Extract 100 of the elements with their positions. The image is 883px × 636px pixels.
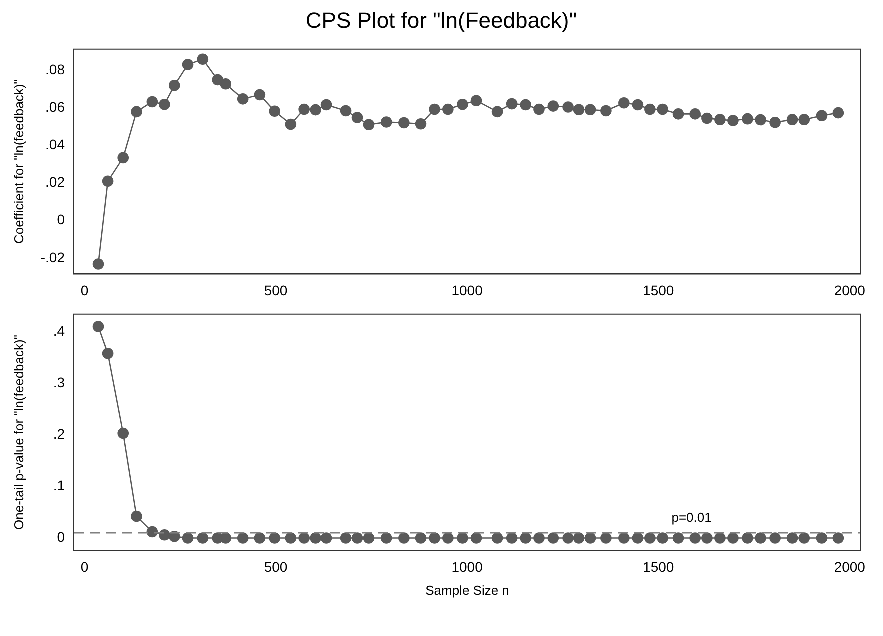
y-tick-label: 0 <box>57 529 66 546</box>
point <box>102 348 114 360</box>
point <box>269 106 281 118</box>
x-axis-title: Sample Size n <box>426 582 510 598</box>
point <box>457 98 468 110</box>
point <box>534 532 545 544</box>
point <box>755 532 766 544</box>
point <box>429 532 440 544</box>
point <box>562 102 574 113</box>
y-tick-label: .4 <box>53 322 66 339</box>
point <box>742 532 754 544</box>
point <box>770 116 781 128</box>
x-tick-label: 2000 <box>834 282 866 298</box>
x-tick-label: 2000 <box>834 558 866 575</box>
point <box>429 104 440 116</box>
y-tick-label: .3 <box>53 374 66 390</box>
point <box>159 529 170 541</box>
point <box>352 532 364 544</box>
point <box>562 532 574 544</box>
x-tick-label: 500 <box>264 282 288 298</box>
point <box>131 510 142 522</box>
point <box>600 532 612 544</box>
point <box>702 532 713 544</box>
point <box>584 104 596 116</box>
x-tick-label: 500 <box>264 558 288 575</box>
point <box>548 532 560 544</box>
point <box>118 152 130 164</box>
point <box>714 532 726 544</box>
point <box>770 532 781 544</box>
point <box>197 54 209 66</box>
point <box>380 532 392 544</box>
point <box>798 114 810 126</box>
y-tick-label: .1 <box>53 478 66 494</box>
point <box>269 532 281 544</box>
point <box>298 532 310 544</box>
y-tick-label: .02 <box>46 174 66 190</box>
point <box>182 59 194 70</box>
point <box>363 119 375 131</box>
y-axis-title: One-tail p-value for "ln(feedback)" <box>11 334 26 530</box>
point <box>146 526 158 538</box>
point <box>548 100 560 112</box>
point <box>728 115 739 126</box>
point <box>237 532 249 544</box>
point <box>786 532 798 544</box>
point <box>600 105 612 117</box>
point <box>285 118 297 130</box>
point <box>816 532 828 544</box>
point <box>380 116 392 128</box>
point <box>146 96 158 108</box>
point <box>168 531 180 542</box>
point <box>798 532 810 544</box>
point <box>320 532 332 544</box>
point <box>197 532 209 544</box>
point <box>310 104 322 116</box>
y-tick-label: .08 <box>46 61 66 78</box>
point <box>506 532 518 544</box>
point <box>728 532 739 544</box>
point <box>298 104 310 116</box>
point <box>506 98 518 110</box>
point <box>632 532 644 544</box>
x-tick-label: 0 <box>80 282 89 298</box>
x-tick-label: 1000 <box>452 558 484 575</box>
point <box>237 94 249 105</box>
point <box>310 532 322 544</box>
x-tick-label: 0 <box>80 558 89 575</box>
point <box>320 99 332 111</box>
point <box>92 321 104 332</box>
point <box>832 532 844 544</box>
point <box>415 532 427 544</box>
point <box>672 108 684 120</box>
point <box>702 112 713 124</box>
point <box>573 532 585 544</box>
point <box>714 114 726 126</box>
x-tick-label: 1000 <box>452 282 484 298</box>
point <box>254 532 266 544</box>
point <box>220 78 232 90</box>
point <box>832 107 844 119</box>
point <box>534 104 545 116</box>
point <box>398 117 410 129</box>
point <box>442 104 454 116</box>
point <box>340 105 352 117</box>
point <box>92 258 104 270</box>
point <box>618 97 630 109</box>
point <box>690 108 701 120</box>
point <box>285 532 297 544</box>
point <box>363 532 375 544</box>
point <box>742 113 754 125</box>
point <box>657 532 668 544</box>
point <box>159 98 170 110</box>
point <box>102 176 114 188</box>
y-tick-label: .2 <box>53 426 66 442</box>
point <box>786 114 798 126</box>
point <box>470 532 482 544</box>
point <box>220 532 232 544</box>
y-tick-label: .06 <box>46 99 66 116</box>
point <box>352 112 364 124</box>
point <box>492 532 504 544</box>
point <box>131 106 142 118</box>
point <box>690 532 701 544</box>
point <box>644 532 656 544</box>
